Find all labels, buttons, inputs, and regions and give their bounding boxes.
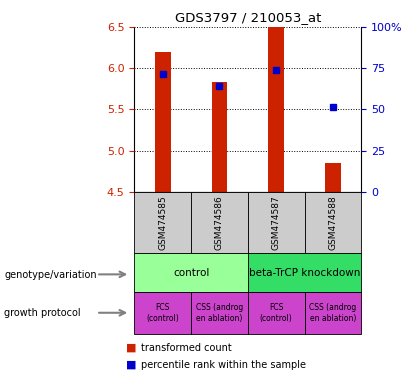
Text: genotype/variation: genotype/variation [4, 270, 97, 280]
Bar [212, 82, 227, 192]
Text: percentile rank within the sample: percentile rank within the sample [141, 360, 306, 370]
Text: beta-TrCP knockdown: beta-TrCP knockdown [249, 268, 360, 278]
Bar [155, 51, 171, 192]
Text: GSM474585: GSM474585 [158, 195, 167, 250]
Bar [304, 292, 361, 334]
Title: GDS3797 / 210053_at: GDS3797 / 210053_at [175, 11, 321, 24]
Text: FCS
(control): FCS (control) [147, 303, 179, 323]
Bar [134, 292, 191, 334]
Bar [304, 192, 361, 253]
Bar [268, 27, 284, 192]
Text: transformed count: transformed count [141, 343, 231, 353]
Text: ■: ■ [126, 360, 136, 370]
Bar [248, 292, 304, 334]
Text: ■: ■ [126, 343, 136, 353]
Text: GSM474588: GSM474588 [328, 195, 337, 250]
Bar [248, 192, 304, 253]
Text: growth protocol: growth protocol [4, 308, 81, 318]
Text: FCS
(control): FCS (control) [260, 303, 292, 323]
Text: control: control [173, 268, 209, 278]
Bar [134, 253, 248, 292]
Bar [191, 292, 248, 334]
Bar [325, 163, 341, 192]
Bar [191, 192, 248, 253]
Bar [248, 253, 361, 292]
Text: CSS (androg
en ablation): CSS (androg en ablation) [309, 303, 357, 323]
Text: CSS (androg
en ablation): CSS (androg en ablation) [196, 303, 243, 323]
Bar [134, 192, 191, 253]
Text: GSM474586: GSM474586 [215, 195, 224, 250]
Text: GSM474587: GSM474587 [272, 195, 281, 250]
